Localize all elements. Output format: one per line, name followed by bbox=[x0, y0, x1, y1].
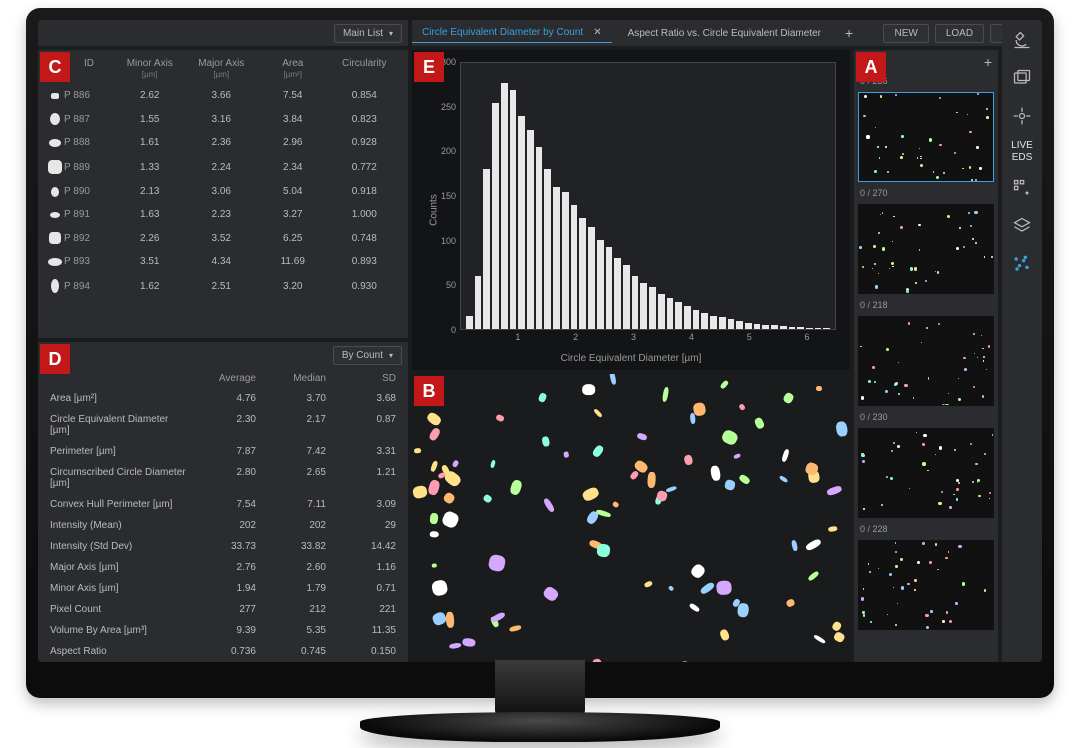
callout-d: D bbox=[40, 344, 70, 374]
chevron-down-icon: ▾ bbox=[389, 29, 393, 38]
table-row[interactable]: Pixel Count277212221 bbox=[38, 599, 408, 620]
table-row[interactable]: Convex Hull Perimeter [µm]7.547.113.09 bbox=[38, 494, 408, 515]
microscope-icon[interactable] bbox=[1008, 26, 1036, 54]
layers-icon[interactable] bbox=[1008, 212, 1036, 240]
histogram-chart: E Counts Circle Equivalent Diameter [µm]… bbox=[412, 50, 850, 370]
live-eds-label[interactable]: LIVE EDS bbox=[1011, 140, 1033, 164]
scatter-icon[interactable] bbox=[1008, 250, 1036, 278]
images-icon[interactable] bbox=[1008, 64, 1036, 92]
table-row[interactable]: P 8941.622.513.200.930 bbox=[38, 273, 408, 299]
thumbnail-panel: A (s) + 0 / 2360 / 2700 / 2180 / 2300 / … bbox=[854, 50, 998, 662]
table-row[interactable]: Intensity (Std Dev)33.7333.8214.42 bbox=[38, 536, 408, 557]
tab-scatter[interactable]: Aspect Ratio vs. Circle Equivalent Diame… bbox=[618, 24, 831, 43]
callout-b: B bbox=[414, 376, 444, 406]
close-icon[interactable]: ✕ bbox=[593, 27, 601, 38]
thumb-label: 0 / 218 bbox=[858, 298, 994, 312]
table-row[interactable]: P 8871.553.163.840.823 bbox=[38, 107, 408, 131]
table-row[interactable]: P 8862.623.667.540.854 bbox=[38, 84, 408, 107]
callout-a: A bbox=[856, 52, 886, 82]
thumbnail[interactable] bbox=[858, 316, 994, 406]
thumbnail[interactable] bbox=[858, 428, 994, 518]
table-row[interactable]: P 8902.133.065.040.918 bbox=[38, 180, 408, 203]
main-list-label: Main List bbox=[343, 28, 383, 39]
thumb-label: 0 / 228 bbox=[858, 522, 994, 536]
tab-scatter-label: Aspect Ratio vs. Circle Equivalent Diame… bbox=[628, 28, 821, 39]
table-row[interactable]: P 8891.332.242.340.772 bbox=[38, 154, 408, 180]
table-row[interactable]: P 8911.632.233.271.000 bbox=[38, 203, 408, 226]
topbar-right: Circle Equivalent Diameter by Count ✕ As… bbox=[412, 20, 1042, 46]
thumbnail[interactable] bbox=[858, 204, 994, 294]
add-tab-button[interactable]: + bbox=[837, 25, 861, 41]
thumbnail[interactable] bbox=[858, 540, 994, 630]
col-sd: SD bbox=[326, 373, 396, 384]
add-thumb-button[interactable]: + bbox=[984, 54, 992, 70]
table-row[interactable]: Aspect Ratio0.7360.7450.150 bbox=[38, 641, 408, 662]
col-med: Median bbox=[256, 373, 326, 384]
col-major: Major Axis[µm] bbox=[186, 58, 258, 80]
thumb-label: 0 / 270 bbox=[858, 186, 994, 200]
calibrate-icon[interactable] bbox=[1008, 102, 1036, 130]
col-circ: Circularity bbox=[329, 58, 401, 80]
stats-table: By Count ▾ Average Median SD Area [µm²]4… bbox=[38, 342, 408, 662]
table-row[interactable]: Major Axis [µm]2.762.601.16 bbox=[38, 557, 408, 578]
table-row[interactable]: Minor Axis [µm]1.941.790.71 bbox=[38, 578, 408, 599]
table-row[interactable]: P 8881.612.362.960.928 bbox=[38, 131, 408, 154]
chevron-down-icon: ▾ bbox=[389, 351, 393, 360]
thumb-label: 0 / 230 bbox=[858, 410, 994, 424]
tool-strip: LIVE EDS bbox=[1002, 20, 1042, 662]
bycount-label: By Count bbox=[342, 350, 383, 361]
main-list-dropdown[interactable]: Main List ▾ bbox=[334, 24, 402, 43]
table-row[interactable]: Volume By Area [µm³]9.395.3511.35 bbox=[38, 620, 408, 641]
particle-table: ID Minor Axis[µm] Major Axis[µm] Area[µm… bbox=[38, 50, 408, 338]
col-id: ID bbox=[64, 58, 114, 80]
new-button[interactable]: NEW bbox=[883, 24, 928, 43]
bycount-dropdown[interactable]: By Count ▾ bbox=[333, 346, 402, 365]
grid-icon[interactable] bbox=[1008, 174, 1036, 202]
table-row[interactable]: Circumscribed Circle Diameter [µm]2.802.… bbox=[38, 462, 408, 494]
col-area: Area[µm²] bbox=[257, 58, 329, 80]
chart-xlabel: Circle Equivalent Diameter [µm] bbox=[412, 353, 850, 364]
table-row[interactable]: Intensity (Mean)20220229 bbox=[38, 515, 408, 536]
table-row[interactable]: P 8922.263.526.250.748 bbox=[38, 226, 408, 250]
topbar-left: Main List ▾ bbox=[38, 20, 408, 46]
table-row[interactable]: Circle Equivalent Diameter [µm]2.302.170… bbox=[38, 409, 408, 441]
table-row[interactable]: Perimeter [µm]7.877.423.31 bbox=[38, 441, 408, 462]
callout-e: E bbox=[414, 52, 444, 82]
col-minor: Minor Axis[µm] bbox=[114, 58, 186, 80]
callout-c: C bbox=[40, 52, 70, 82]
table-row[interactable]: P 8933.514.3411.690.893 bbox=[38, 250, 408, 273]
thumbnail[interactable] bbox=[858, 92, 994, 182]
tab-histogram[interactable]: Circle Equivalent Diameter by Count ✕ bbox=[412, 23, 612, 43]
particle-image[interactable]: B bbox=[412, 374, 850, 662]
col-avg: Average bbox=[186, 373, 256, 384]
tab-histogram-label: Circle Equivalent Diameter by Count bbox=[422, 27, 583, 38]
table-row[interactable]: Area [µm²]4.763.703.68 bbox=[38, 388, 408, 409]
load-button[interactable]: LOAD bbox=[935, 24, 984, 43]
